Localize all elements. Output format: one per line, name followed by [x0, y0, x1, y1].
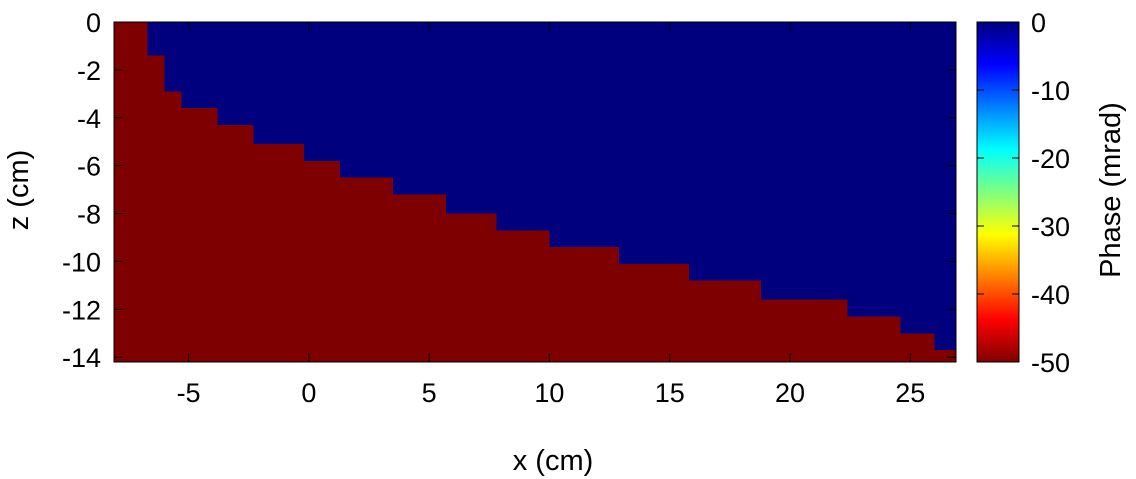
y-axis-label: z (cm)	[3, 150, 35, 231]
colorbar-label: Phase (mrad)	[1095, 102, 1127, 278]
x-tick-label: 15	[655, 378, 685, 408]
y-tick-label: -6	[77, 152, 101, 182]
y-tick-label: -2	[77, 56, 101, 86]
x-tick-label: 20	[775, 378, 805, 408]
x-tick-label: 25	[895, 378, 925, 408]
x-tick-label: 10	[534, 378, 564, 408]
y-tick-label: -8	[77, 200, 101, 230]
y-tick-label: -4	[77, 104, 101, 134]
y-tick-label: -10	[62, 247, 101, 277]
x-axis-label: x (cm)	[513, 445, 594, 477]
x-tick-label: -5	[177, 378, 201, 408]
colorbar-tick-label: 0	[1031, 8, 1046, 38]
y-tick-label: 0	[86, 8, 101, 38]
colorbar-tick-label: -50	[1031, 348, 1070, 378]
colorbar: 0 -10 -20 -30 -40 -50 Phase (mrad)	[976, 8, 1127, 378]
colorbar-gradient	[976, 21, 1020, 363]
colorbar-tick-label: -10	[1031, 76, 1070, 106]
plot-area	[113, 21, 957, 363]
y-tick-label: -12	[62, 295, 101, 325]
x-tick-label: 5	[422, 378, 437, 408]
y-axis: 0 -2 -4 -6 -8 -10 -12 -14	[62, 8, 956, 373]
x-tick-label: 0	[301, 378, 316, 408]
colorbar-tick-label: -20	[1031, 144, 1070, 174]
colorbar-tick-label: -40	[1031, 280, 1070, 310]
y-tick-label: -14	[62, 343, 101, 373]
colorbar-ticks: 0 -10 -20 -30 -40 -50	[977, 8, 1070, 378]
plot-frame	[113, 21, 957, 363]
x-axis: -5 0 5 10 15 20 25	[177, 22, 925, 408]
heatmap-region-low-phase	[114, 22, 956, 362]
colorbar-tick-label: -30	[1031, 212, 1070, 242]
